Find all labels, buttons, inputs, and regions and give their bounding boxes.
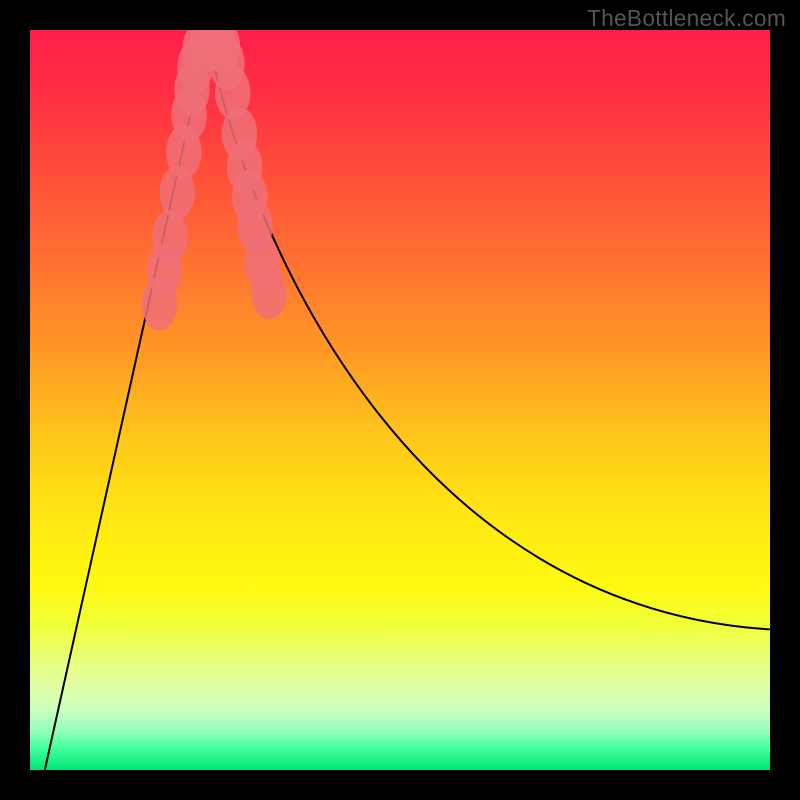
curve-marker xyxy=(152,211,188,264)
bottleneck-curve-chart xyxy=(30,30,770,770)
curve-marker xyxy=(251,266,287,319)
stage: TheBottleneck.com xyxy=(0,0,800,800)
plot-area xyxy=(30,30,770,770)
gradient-background xyxy=(30,30,770,770)
watermark-label: TheBottleneck.com xyxy=(587,5,786,32)
